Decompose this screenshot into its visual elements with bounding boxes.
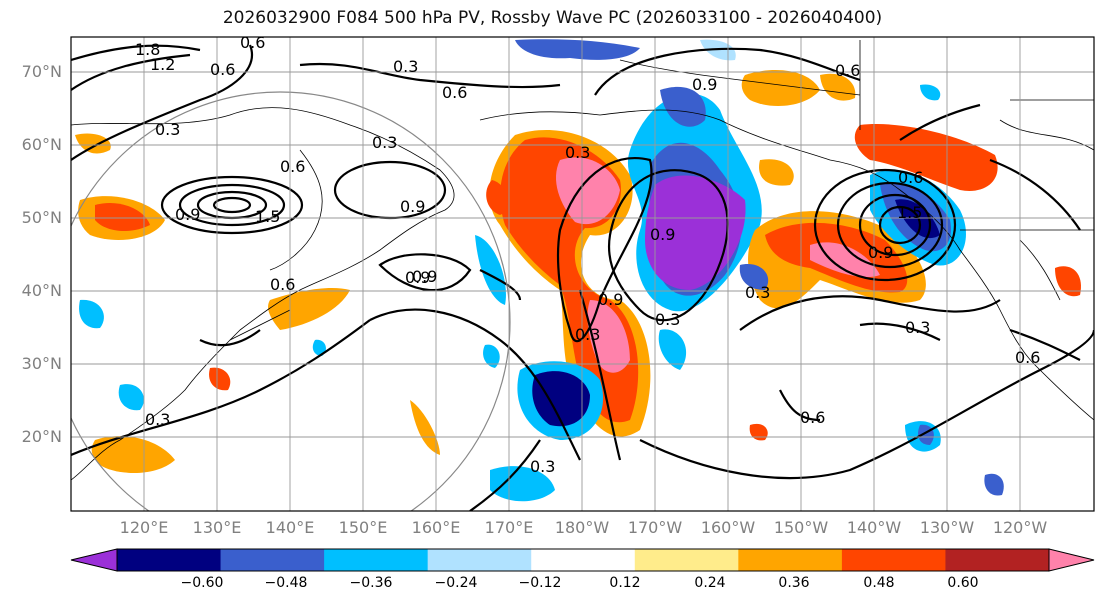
lon-label: 170°W	[627, 518, 683, 537]
map-frame	[70, 36, 1095, 512]
contour-label: 0.6	[835, 61, 860, 80]
contour-label: 0.6	[280, 157, 305, 176]
lon-label: 150°W	[773, 518, 829, 537]
contour-label: 0.3	[745, 283, 770, 302]
contour-label: 0.6	[210, 60, 235, 79]
lat-label: 50°N	[21, 208, 62, 227]
colorbar-tick-label: −0.60	[180, 575, 224, 591]
contour-label: 0.9	[868, 243, 893, 262]
contour-label: 0.9	[400, 197, 425, 216]
lon-label: 160°E	[411, 518, 461, 537]
contour-label: 0.3	[655, 310, 680, 329]
lat-label: 20°N	[21, 427, 62, 446]
colorbar-tick-label: −0.36	[349, 575, 393, 591]
contour-label: 0.9	[412, 267, 437, 286]
contour-label-layer: 1.8 1.2 0.6 0.3 0.6 0.3 0.9 0.6 0.9 0.6 …	[135, 33, 1040, 476]
colorbar-tick-label: −0.48	[264, 575, 308, 591]
contour-label: 0.6	[1015, 348, 1040, 367]
contour-label: 0.3	[530, 457, 555, 476]
lat-label: 40°N	[21, 281, 62, 300]
gridlines	[71, 37, 1094, 511]
contour-label: 1.5	[255, 207, 280, 226]
lon-label: 160°W	[700, 518, 756, 537]
contour-label: 0.3	[905, 318, 930, 337]
colorbar-tick-label: 0.36	[778, 575, 810, 591]
contour-label: 1.2	[150, 55, 175, 74]
contour-label: 0.9	[598, 290, 623, 309]
contour-label: 0.6	[442, 83, 467, 102]
contour-label: 0.6	[800, 408, 825, 427]
lat-label: 60°N	[21, 135, 62, 154]
contour-lines	[71, 44, 1094, 511]
contour-label: 0.6	[270, 275, 295, 294]
contour-label: 1.5	[897, 203, 922, 222]
contour-label: 0.3	[575, 325, 600, 344]
colorbar-tick-label: 0.60	[947, 575, 979, 591]
contour-label: 0.3	[145, 410, 170, 429]
lon-label: 150°E	[338, 518, 388, 537]
colorbar-tick-label: 0.24	[694, 575, 726, 591]
lon-label: 140°E	[265, 518, 315, 537]
contour-label: 0.3	[372, 133, 397, 152]
colorbar-tick-label: −0.24	[434, 575, 478, 591]
contour-label: 0.3	[155, 120, 180, 139]
colorbar-tick-label: 0.48	[863, 575, 895, 591]
contour-label: 0.3	[393, 57, 418, 76]
colorbar-tick-label: −0.12	[518, 575, 562, 591]
lat-label: 70°N	[21, 62, 62, 81]
lon-label: 140°W	[846, 518, 902, 537]
contour-label: 0.9	[650, 225, 675, 244]
contour-label: 0.9	[405, 268, 430, 287]
contour-label: 0.9	[175, 205, 200, 224]
reference-circle	[71, 91, 511, 511]
contour-label: 0.3	[565, 143, 590, 162]
lon-label: 130°W	[919, 518, 975, 537]
lon-label: 170°E	[484, 518, 534, 537]
contour-label: 1.8	[135, 40, 160, 59]
lon-label: 120°W	[992, 518, 1048, 537]
lon-label: 120°E	[119, 518, 169, 537]
map-title: 2026032900 F084 500 hPa PV, Rossby Wave …	[222, 8, 883, 28]
contour-label: 0.6	[240, 33, 265, 52]
lat-label: 30°N	[21, 354, 62, 373]
contour-label: 0.6	[898, 168, 923, 187]
colorbar-tick-label: 0.12	[609, 575, 641, 591]
coastlines	[71, 40, 1094, 481]
lon-label: 130°E	[192, 518, 242, 537]
contour-label: 0.9	[692, 75, 717, 94]
lon-label: 180°W	[554, 518, 610, 537]
